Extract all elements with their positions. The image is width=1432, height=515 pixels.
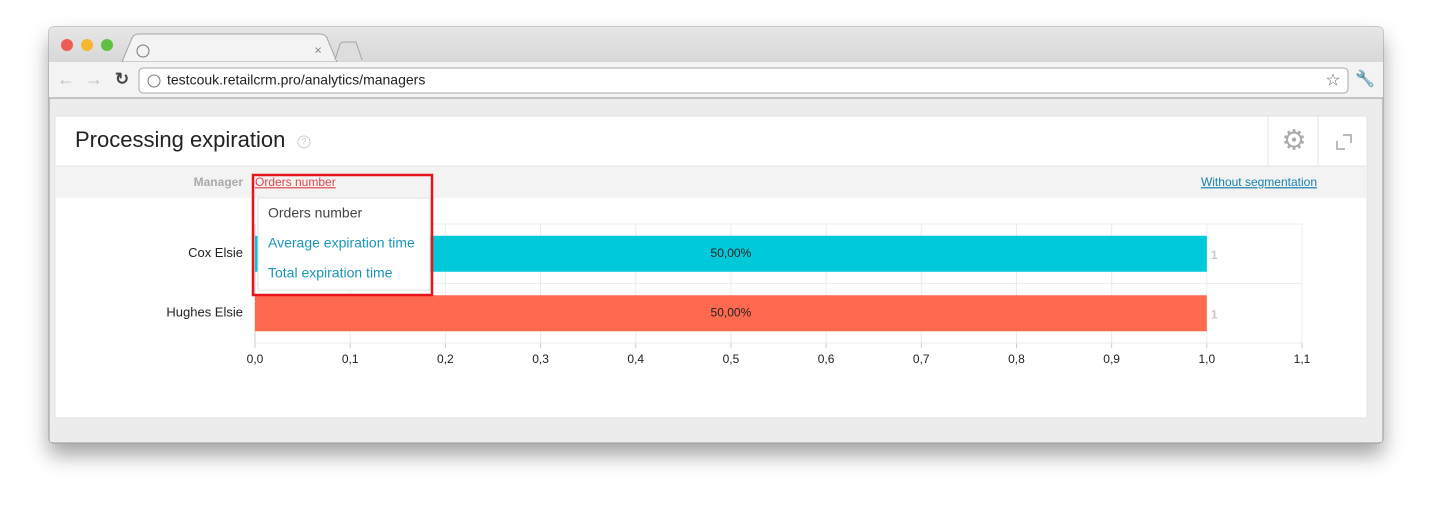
x-tick-label: 0,3: [532, 352, 549, 366]
help-icon[interactable]: [297, 135, 311, 149]
bar: [255, 295, 1207, 332]
dropdown: [257, 197, 431, 291]
y-tick-label: Hughes Elsie: [166, 305, 243, 320]
dropdown-item[interactable]: Total expiration time: [268, 265, 393, 281]
panel-title: Processing expiration: [75, 127, 285, 152]
share-label: 50,00%: [711, 305, 752, 319]
close-button[interactable]: [61, 39, 73, 51]
x-tick-label: 0,8: [1008, 352, 1025, 366]
share-label: 50,00%: [711, 246, 752, 260]
y-tick-label: Cox Elsie: [188, 245, 243, 260]
tab-close[interactable]: ×: [314, 42, 322, 57]
x-tick-label: 1,0: [1198, 352, 1215, 366]
dropdown-item[interactable]: Average expiration time: [268, 235, 415, 251]
minimize-button[interactable]: [81, 39, 93, 51]
metric-selector[interactable]: Orders number: [255, 175, 336, 189]
x-tick-label: 0,6: [818, 352, 835, 366]
settings-button[interactable]: ⚙: [1281, 124, 1306, 155]
value-label: 1: [1211, 307, 1218, 321]
filter-bar: [56, 166, 1366, 198]
forward-button[interactable]: →: [85, 69, 103, 89]
tab[interactable]: [121, 33, 338, 63]
bookmark-star[interactable]: ☆: [1325, 70, 1340, 89]
x-tick-label: 0,7: [913, 352, 930, 366]
fullscreen-button[interactable]: [1336, 134, 1352, 150]
group-label: Manager: [194, 175, 244, 189]
wrench-menu[interactable]: 🔧: [1355, 69, 1375, 88]
zoom-button[interactable]: [101, 39, 113, 51]
back-button[interactable]: ←: [57, 69, 75, 89]
segmentation-link[interactable]: Without segmentation: [1201, 175, 1317, 189]
help-mark: ?: [302, 137, 307, 146]
dropdown-item[interactable]: Orders number: [268, 205, 362, 221]
new-tab[interactable]: [334, 41, 363, 61]
site-icon: [147, 74, 161, 88]
reload-button[interactable]: ↻: [115, 69, 129, 88]
tab-icon: [136, 44, 150, 58]
x-tick-label: 0,2: [437, 352, 454, 366]
address-bar[interactable]: [138, 67, 1349, 94]
x-tick-label: 1,1: [1294, 352, 1311, 366]
x-tick-label: 0,9: [1103, 352, 1120, 366]
value-label: 1: [1211, 248, 1218, 262]
url: testcouk.retailcrm.pro/analytics/manager…: [167, 72, 425, 88]
highlight-box: [251, 173, 434, 297]
x-tick-label: 0,1: [342, 352, 359, 366]
x-tick-label: 0,5: [723, 352, 740, 366]
x-tick-label: 0,4: [627, 352, 644, 366]
x-tick-label: 0,0: [247, 352, 264, 366]
chart: 0,0 0,1 0,2 0,3 0,4 0,5 0,6 0,7 0,8 0,9 1,0 1,1 Cox …: [166, 223, 1311, 366]
